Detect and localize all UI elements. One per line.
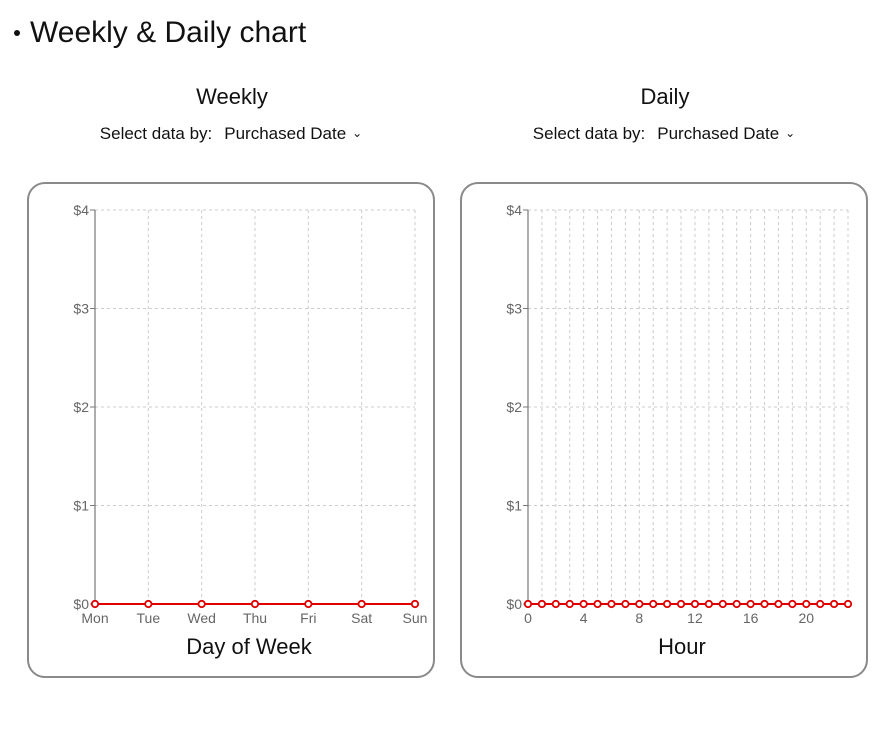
y-tick-label: $1 bbox=[73, 498, 89, 514]
data-point bbox=[760, 599, 769, 609]
data-point bbox=[579, 599, 588, 609]
daily-selector: Select data by: Purchased Date ⌄ bbox=[460, 122, 870, 146]
x-tick-label: 0 bbox=[524, 610, 532, 626]
x-tick-label: 16 bbox=[743, 610, 759, 626]
data-point bbox=[250, 599, 260, 609]
data-point bbox=[523, 599, 533, 609]
x-tick-label: Mon bbox=[81, 610, 108, 626]
y-tick-label: $4 bbox=[73, 202, 89, 218]
x-axis-label: Day of Week bbox=[186, 634, 313, 659]
data-point bbox=[551, 599, 560, 609]
data-point bbox=[90, 599, 100, 609]
x-tick-label: 4 bbox=[580, 610, 588, 626]
data-point bbox=[607, 599, 616, 609]
daily-select-value: Purchased Date bbox=[657, 124, 780, 143]
x-axis-label: Hour bbox=[658, 634, 706, 659]
data-point bbox=[676, 599, 686, 609]
weekly-chart: $0 $1 $2 $3 $4 Mon Tue Wed Thu Fri Sat Sun Day of We… bbox=[73, 202, 428, 659]
data-point bbox=[829, 599, 839, 609]
daily-panel-header: Daily Select data by: Purchased Date ⌄ bbox=[460, 84, 870, 146]
x-tick-label: Thu bbox=[243, 610, 267, 626]
data-point bbox=[410, 599, 420, 609]
data-point bbox=[732, 599, 741, 609]
data-point bbox=[690, 599, 700, 609]
data-point bbox=[537, 599, 547, 609]
data-point bbox=[357, 599, 366, 609]
data-point bbox=[635, 599, 644, 609]
weekly-select-value: Purchased Date bbox=[224, 124, 347, 143]
x-tick-label: 8 bbox=[635, 610, 643, 626]
bullet-icon bbox=[14, 30, 20, 36]
data-point bbox=[649, 599, 658, 609]
data-point bbox=[746, 599, 755, 609]
weekly-chart-card: $0 $1 $2 $3 $4 Mon Tue Wed Thu Fri Sat Sun Day of We… bbox=[27, 182, 435, 678]
daily-selector-label: Select data by: bbox=[532, 124, 646, 143]
x-tick-label: Tue bbox=[137, 610, 161, 626]
daily-title: Daily bbox=[640, 84, 690, 109]
y-tick-label: $3 bbox=[506, 301, 522, 317]
y-tick-label: $0 bbox=[73, 596, 89, 612]
daily-chart: $0 $1 $2 $3 $4 0 4 8 12 16 20 Hour bbox=[506, 202, 853, 659]
x-tick-label: 20 bbox=[798, 610, 814, 626]
x-tick-label: 12 bbox=[687, 610, 703, 626]
data-point bbox=[621, 599, 630, 609]
x-tick-label: Fri bbox=[300, 610, 316, 626]
data-point bbox=[788, 599, 797, 609]
weekly-selector-label: Select data by: bbox=[99, 124, 213, 143]
y-tick-label: $4 bbox=[506, 202, 522, 218]
data-point bbox=[304, 599, 313, 609]
x-tick-label: Wed bbox=[187, 610, 216, 626]
data-point bbox=[816, 599, 825, 609]
data-point bbox=[704, 599, 713, 609]
daily-data-select[interactable]: Purchased Date ⌄ bbox=[655, 122, 797, 146]
y-tick-label: $2 bbox=[506, 399, 522, 415]
data-point bbox=[774, 599, 783, 609]
weekly-data-select[interactable]: Purchased Date ⌄ bbox=[222, 122, 364, 146]
y-tick-label: $3 bbox=[73, 301, 89, 317]
data-point bbox=[197, 599, 206, 609]
data-point bbox=[843, 599, 853, 609]
data-point bbox=[718, 599, 727, 609]
x-tick-label: Sun bbox=[403, 610, 428, 626]
chevron-down-icon: ⌄ bbox=[352, 126, 363, 140]
weekly-title: Weekly bbox=[196, 84, 268, 109]
data-point bbox=[802, 599, 811, 609]
weekly-panel-header: Weekly Select data by: Purchased Date ⌄ bbox=[27, 84, 437, 146]
page-title: Weekly & Daily chart bbox=[30, 16, 307, 49]
daily-chart-card: $0 $1 $2 $3 $4 0 4 8 12 16 20 Hour bbox=[460, 182, 868, 678]
section-title: Weekly & Daily chart bbox=[10, 16, 306, 50]
y-tick-label: $2 bbox=[73, 399, 89, 415]
y-tick-label: $0 bbox=[506, 596, 522, 612]
x-tick-label: Sat bbox=[351, 610, 372, 626]
chevron-down-icon: ⌄ bbox=[785, 126, 796, 140]
weekly-selector: Select data by: Purchased Date ⌄ bbox=[27, 122, 437, 146]
data-point bbox=[565, 599, 574, 609]
y-tick-label: $1 bbox=[506, 498, 522, 514]
data-point bbox=[593, 599, 602, 609]
data-point bbox=[663, 599, 672, 609]
data-point bbox=[144, 599, 153, 609]
